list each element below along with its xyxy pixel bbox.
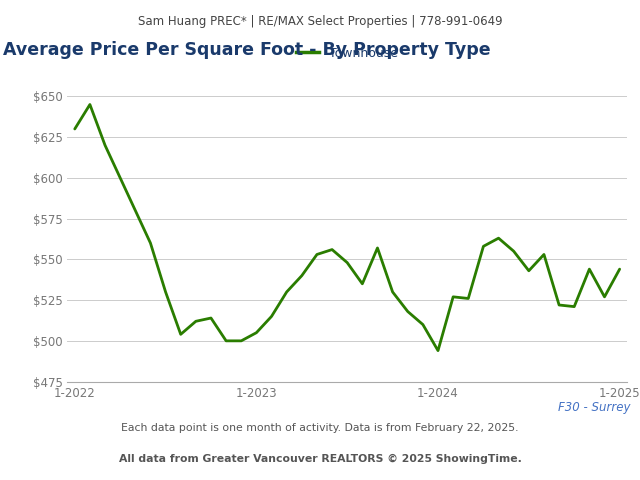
Text: All data from Greater Vancouver REALTORS © 2025 ShowingTime.: All data from Greater Vancouver REALTORS… <box>118 454 522 464</box>
Text: Average Price Per Square Foot - By Property Type: Average Price Per Square Foot - By Prope… <box>3 41 491 59</box>
Text: Sam Huang PREC* | RE/MAX Select Properties | 778-991-0649: Sam Huang PREC* | RE/MAX Select Properti… <box>138 15 502 28</box>
Text: F30 - Surrey: F30 - Surrey <box>558 401 630 414</box>
Legend: Townhouse: Townhouse <box>291 42 403 65</box>
Text: Each data point is one month of activity. Data is from February 22, 2025.: Each data point is one month of activity… <box>121 423 519 433</box>
